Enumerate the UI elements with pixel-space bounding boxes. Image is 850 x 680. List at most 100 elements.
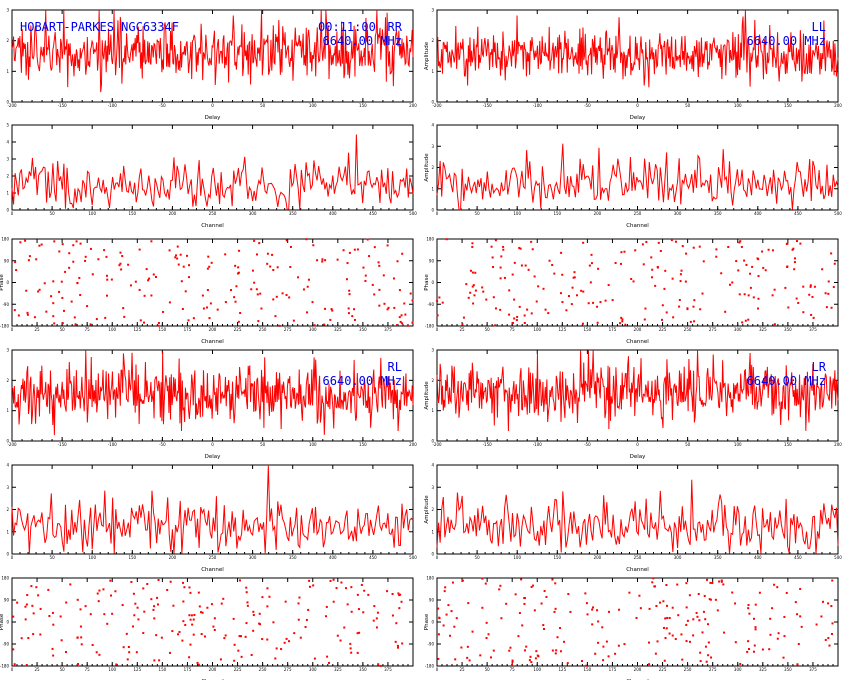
lr-delay-panel: -200 -150 -100 -50 0 50 100 150 200 0 1 2 3 Delay Ampl… bbox=[424, 348, 842, 461]
lr-delay-xtick-label: 150 bbox=[784, 442, 792, 447]
ll-phase-point bbox=[632, 280, 635, 283]
rl-phase-point bbox=[332, 600, 335, 603]
rl-phase-point bbox=[357, 608, 360, 611]
ll-phase-point bbox=[809, 284, 812, 287]
ll-phase-point bbox=[738, 293, 741, 296]
ll-delay-xtick-label: 0 bbox=[636, 103, 639, 108]
ll-channel-xtick-label: 450 bbox=[794, 211, 802, 216]
ll-phase-point bbox=[812, 316, 815, 319]
lr-phase-point bbox=[831, 579, 834, 582]
rr-phase-point bbox=[120, 268, 123, 271]
rr-phase-xtick-label: 150 bbox=[159, 327, 167, 332]
rl-phase-point bbox=[153, 659, 156, 662]
rl-channel-ytick-label: 0 bbox=[6, 552, 9, 557]
lr-phase-point bbox=[707, 641, 710, 644]
ll-phase-point bbox=[482, 290, 485, 293]
ll-phase-point bbox=[739, 240, 742, 243]
lr-phase-point bbox=[662, 626, 665, 629]
lr-phase-point bbox=[623, 643, 626, 646]
rl-phase-point bbox=[115, 663, 118, 666]
ll-delay-ytick-label: 3 bbox=[431, 8, 434, 13]
rl-phase-ytick-label: 0 bbox=[6, 620, 9, 625]
ll-channel-ytick-label: 3 bbox=[431, 144, 434, 149]
lr-channel-xtick-label: 400 bbox=[754, 555, 762, 560]
lr-phase-point bbox=[704, 645, 707, 648]
lr-phase-point bbox=[782, 656, 785, 659]
ll-phase-point bbox=[830, 252, 833, 255]
ll-phase-point bbox=[619, 262, 622, 265]
rr-phase-point bbox=[250, 288, 253, 291]
lr-phase-point bbox=[451, 581, 454, 584]
ll-phase-point bbox=[670, 239, 673, 242]
rl-phase-point bbox=[274, 657, 277, 660]
rl-channel-ytick-label: 3 bbox=[6, 485, 9, 490]
lr-phase-point bbox=[542, 624, 545, 627]
ll-phase-point bbox=[518, 305, 521, 308]
lr-phase-point bbox=[828, 644, 831, 647]
rr-phase-ytick-label: 180 bbox=[1, 237, 9, 242]
rl-phase-point bbox=[197, 663, 200, 666]
ll-phase-point bbox=[654, 284, 657, 287]
rr-phase-ytick-label: 0 bbox=[6, 280, 9, 285]
rl-phase-point bbox=[39, 633, 42, 636]
rl-phase-xtick-label: 150 bbox=[159, 667, 167, 672]
rr-phase-point bbox=[75, 240, 78, 243]
rr-phase-point bbox=[157, 324, 160, 327]
lr-phase-point bbox=[528, 659, 531, 662]
rl-phase-point bbox=[288, 640, 291, 643]
ll-phase-xtick-label: 325 bbox=[759, 327, 767, 332]
rl-phase-xtick-label: 225 bbox=[234, 667, 242, 672]
ll-phase-xtick-label: 350 bbox=[784, 327, 792, 332]
ll-phase-point bbox=[811, 295, 814, 298]
ll-phase-point bbox=[491, 256, 494, 259]
ll-phase-point bbox=[630, 277, 633, 280]
rr-phase-point bbox=[78, 276, 81, 279]
rr-phase-point bbox=[38, 244, 41, 247]
rl-phase-point bbox=[332, 578, 335, 581]
rl-phase-point bbox=[13, 663, 16, 666]
rr-phase-ytick-label: 90 bbox=[4, 258, 10, 263]
lr-phase-point bbox=[555, 649, 558, 652]
rl-phase-ylabel: Phase bbox=[0, 613, 5, 630]
lr-channel-ytick-label: 2 bbox=[431, 507, 434, 512]
ll-phase-point bbox=[825, 306, 828, 309]
ll-phase-point bbox=[693, 299, 696, 302]
rl-phase-point bbox=[375, 626, 378, 629]
rr-phase-point bbox=[348, 293, 351, 296]
ll-phase-point bbox=[740, 245, 743, 248]
rl-phase-point bbox=[325, 615, 328, 618]
rr-phase-point bbox=[148, 277, 151, 280]
ll-phase-point bbox=[821, 268, 824, 271]
rl-phase-xtick-label: 175 bbox=[184, 667, 192, 672]
ll-phase-point bbox=[580, 289, 583, 292]
rr-phase-point bbox=[272, 298, 275, 301]
rr-phase-point bbox=[150, 294, 153, 297]
rl-phase-point bbox=[189, 618, 192, 621]
lr-phase-point bbox=[752, 650, 755, 653]
ll-phase-point bbox=[441, 301, 444, 304]
rr-delay-xtick-label: 100 bbox=[309, 103, 317, 108]
lr-delay-ytick-label: 3 bbox=[431, 348, 434, 353]
rr-phase-point bbox=[321, 258, 324, 261]
lr-phase-point bbox=[753, 644, 756, 647]
rr-phase-point bbox=[201, 294, 204, 297]
ll-phase-point bbox=[513, 298, 516, 301]
ll-phase-point bbox=[471, 242, 474, 245]
rr-phase-point bbox=[118, 264, 121, 267]
rl-phase-point bbox=[77, 663, 80, 665]
rr-phase-point bbox=[258, 242, 261, 245]
rl-phase-point bbox=[284, 600, 287, 603]
rl-phase-point bbox=[297, 602, 300, 605]
lr-phase-point bbox=[685, 623, 688, 626]
rr-phase-point bbox=[61, 243, 64, 246]
rr-phase-point bbox=[387, 306, 390, 309]
lr-phase-point bbox=[554, 582, 557, 585]
lr-delay-xtick-label: 200 bbox=[834, 442, 842, 447]
rr-phase-point bbox=[224, 301, 227, 304]
ll-phase-point bbox=[771, 249, 774, 252]
rl-phase-point bbox=[204, 635, 207, 638]
lr-phase-point bbox=[466, 656, 469, 659]
rr-phase-point bbox=[398, 289, 401, 292]
rl-phase-point bbox=[360, 583, 363, 586]
rl-phase-xtick-label: 350 bbox=[359, 667, 367, 672]
